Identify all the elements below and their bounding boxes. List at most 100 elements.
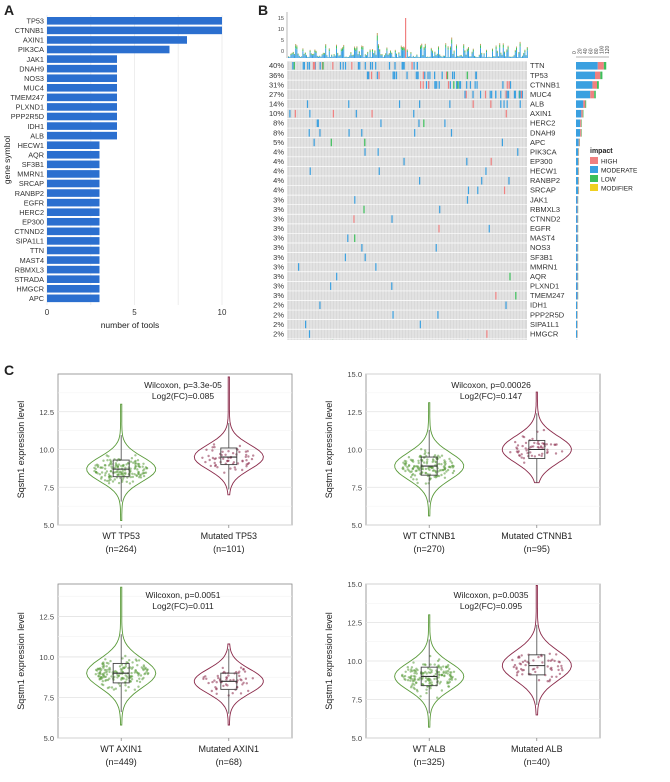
data-point: [404, 469, 407, 473]
chart-b-oncoplot: 15 10 5 0 40% TTN 36% TP53 31% CTNNB1 27% MUC4 14% AL…: [269, 12, 638, 340]
tmb-bar: [380, 54, 382, 56]
percent-tp53: 36%: [269, 71, 284, 80]
data-point: [557, 668, 560, 672]
data-point: [205, 448, 208, 451]
data-point: [402, 675, 405, 678]
mutation-mark: [521, 90, 523, 99]
data-point: [239, 678, 242, 681]
tmb-bar: [486, 49, 487, 51]
tmb-bar: [304, 52, 306, 54]
data-point: [546, 451, 549, 455]
tmb-bar: [322, 53, 324, 55]
mutation-mark: [425, 81, 428, 89]
tick-label-idh1: IDH1: [27, 122, 44, 131]
tmb-bar: [526, 50, 528, 58]
tmb-bar: [424, 48, 426, 58]
mutation-mark: [394, 62, 396, 70]
data-point: [537, 679, 541, 682]
data-point: [103, 474, 107, 477]
data-point: [215, 692, 218, 695]
data-point: [238, 674, 241, 678]
tmb-bar: [306, 55, 307, 56]
mutation-mark: [438, 224, 440, 233]
tmb-bar: [459, 55, 461, 57]
y-axis-label: gene symbol: [2, 136, 12, 184]
mutation-mark: [415, 71, 417, 80]
tmb-bar: [518, 52, 520, 54]
tmb-bar: [298, 56, 300, 58]
mutation-mark: [509, 81, 512, 89]
mutation-mark: [371, 62, 374, 70]
data-point: [124, 689, 128, 692]
tmb-bar: [370, 57, 372, 58]
data-point: [108, 474, 111, 478]
tmb-bar: [483, 54, 485, 58]
count-bar-high: [578, 186, 579, 195]
tmb-bar: [430, 47, 432, 49]
data-point: [443, 476, 447, 479]
data-point: [136, 664, 139, 667]
tmb-bar: [328, 51, 330, 58]
data-point: [409, 679, 412, 682]
bar-srcap: [47, 179, 100, 188]
violin-0: [394, 402, 465, 517]
tmb-bar: [436, 55, 438, 58]
data-point: [245, 453, 248, 457]
data-point: [227, 450, 230, 453]
count-bar-low: [585, 100, 587, 108]
tmb-bar: [379, 49, 381, 50]
data-point: [141, 465, 144, 468]
tmb-bar: [472, 51, 474, 58]
mutation-mark: [292, 62, 294, 70]
tmb-bar: [523, 52, 525, 54]
data-point: [110, 460, 113, 463]
tmb-bar: [308, 57, 310, 58]
tmb-bar: [402, 48, 403, 51]
data-point: [100, 668, 103, 671]
y-tick-7.5: 7.5: [44, 693, 54, 702]
tmb-bar: [337, 52, 339, 54]
mutation-mark: [475, 71, 477, 80]
data-point: [561, 669, 564, 672]
mutation-mark: [354, 196, 356, 204]
count-bar-moderate: [576, 71, 596, 80]
data-point: [245, 682, 248, 685]
bar-rbmxl3: [47, 265, 100, 274]
mutation-mark: [488, 224, 490, 233]
mutation-mark: [344, 253, 346, 262]
mutation-mark: [476, 81, 478, 89]
data-point: [424, 471, 427, 475]
data-point: [235, 670, 238, 674]
tmb-bar: [500, 53, 502, 55]
x-tick-5: 5: [132, 308, 137, 317]
y-axis-label: Sqstm1 expression level: [16, 612, 26, 710]
tmb-bar: [393, 57, 395, 58]
gene-label-sf3b1: SF3B1: [530, 253, 553, 262]
data-point: [425, 460, 429, 463]
data-point: [560, 450, 564, 453]
tmb-bar: [385, 54, 387, 58]
data-point: [423, 461, 426, 464]
data-point: [98, 667, 101, 671]
data-point: [413, 679, 416, 682]
tmb-bar: [499, 44, 501, 48]
mutation-mark: [351, 62, 353, 70]
tmb-bar: [466, 49, 468, 52]
percent-hecw1: 4%: [273, 167, 284, 176]
tmb-bar: [398, 52, 400, 53]
mutation-mark: [447, 81, 450, 89]
tmb-bar: [358, 51, 360, 52]
tmb-bar: [367, 51, 369, 53]
data-point: [121, 478, 124, 481]
tmb-bar: [423, 50, 425, 58]
tmb-bar: [410, 53, 412, 58]
tmb-bar: [328, 49, 330, 52]
data-point: [146, 672, 149, 676]
bar-ranbp2: [47, 189, 100, 197]
data-point: [404, 464, 407, 467]
data-point: [238, 670, 241, 673]
data-point: [448, 457, 451, 461]
bar-jak1: [47, 55, 117, 63]
data-point: [238, 450, 241, 454]
data-point: [122, 677, 126, 680]
